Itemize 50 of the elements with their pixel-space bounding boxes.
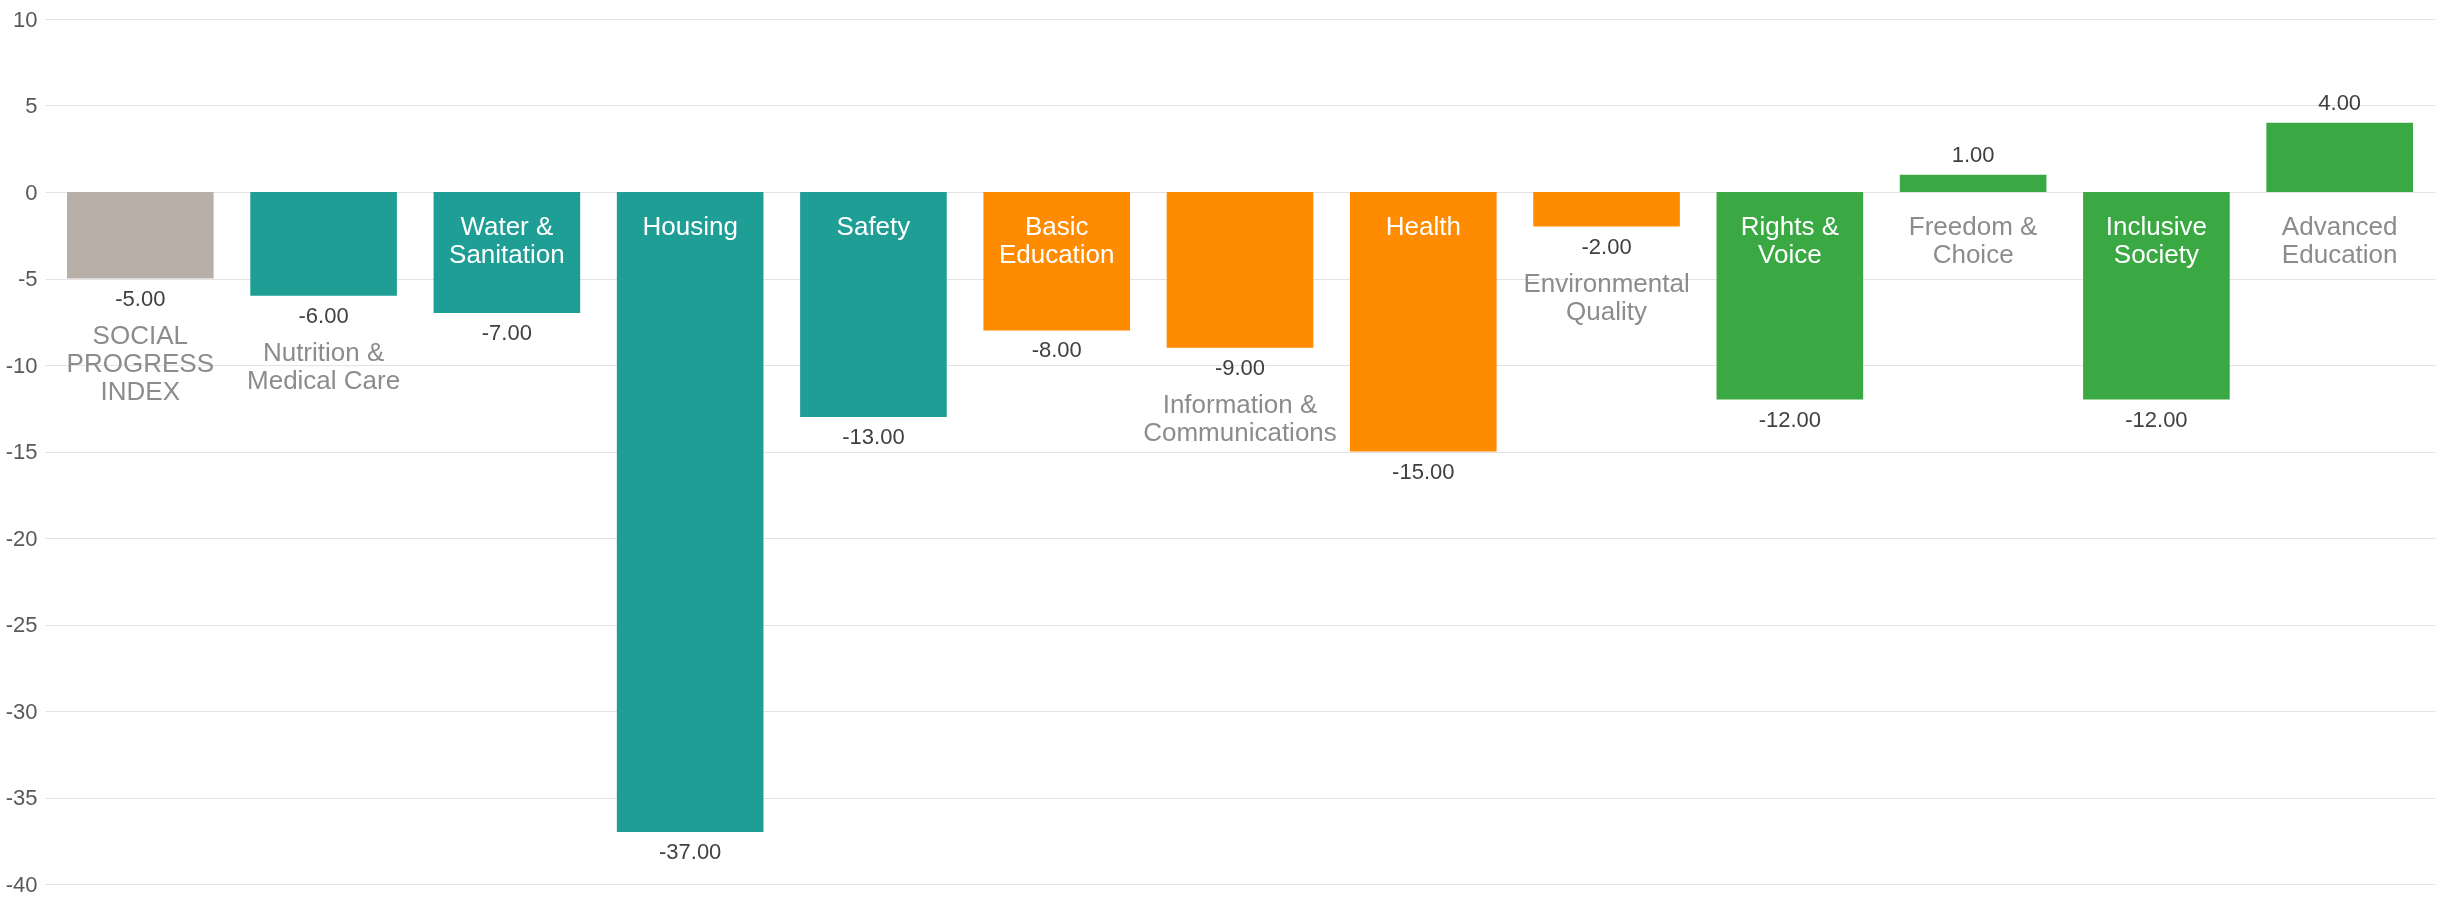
x-tick-label: Water & Sanitation xyxy=(449,211,565,269)
bar xyxy=(983,192,1131,331)
bar xyxy=(616,192,764,833)
x-tick-label: Health xyxy=(1385,211,1461,241)
x-tick-label: Safety xyxy=(836,211,911,241)
y-tick-label: -40 xyxy=(5,871,38,897)
bar xyxy=(1899,174,2047,192)
x-tick-label: Information & Communications xyxy=(1143,388,1337,447)
y-tick-label: -30 xyxy=(5,698,38,724)
y-tick-label: 10 xyxy=(13,6,38,32)
bar xyxy=(1349,192,1497,452)
y-tick-label: -35 xyxy=(5,785,38,810)
data-label: -15.00 xyxy=(1392,458,1455,484)
bar xyxy=(66,192,214,279)
x-tick-label: Inclusive Society xyxy=(2105,211,2207,269)
bar xyxy=(433,192,581,314)
data-label: -9.00 xyxy=(1214,354,1266,380)
data-label: -8.00 xyxy=(1031,337,1082,363)
data-label: -7.00 xyxy=(481,320,532,346)
data-label: -6.00 xyxy=(298,302,349,328)
y-tick-label: 5 xyxy=(25,93,38,118)
x-tick-label: SOCIAL PROGRESS INDEX xyxy=(66,319,214,406)
x-tick-label: Freedom & Choice xyxy=(1908,211,2038,269)
data-label: -2.00 xyxy=(1581,233,1632,259)
y-tick-label: -5 xyxy=(17,266,38,291)
x-tick-label: Environmental Quality xyxy=(1523,267,1690,326)
data-label: -5.00 xyxy=(115,285,166,311)
data-label: -12.00 xyxy=(1758,406,1822,432)
bar xyxy=(2266,122,2414,192)
data-label: -37.00 xyxy=(658,839,722,865)
bar xyxy=(250,192,397,296)
x-tick-label: Rights & Voice xyxy=(1740,211,1839,269)
bar xyxy=(2083,192,2230,400)
data-label: -13.00 xyxy=(842,423,905,449)
data-label: 1.00 xyxy=(1951,141,1995,167)
bar xyxy=(1533,192,1680,227)
bar xyxy=(1716,192,1864,400)
y-tick-label: -20 xyxy=(5,525,38,551)
x-tick-label: Basic Education xyxy=(998,211,1115,269)
x-tick-label: Advanced Education xyxy=(2281,211,2398,269)
y-tick-label: -10 xyxy=(5,352,38,378)
y-tick-label: -25 xyxy=(5,612,38,637)
x-tick-label: Housing xyxy=(642,211,738,241)
y-tick-label: -15 xyxy=(5,439,38,464)
x-tick-label: Nutrition & Medical Care xyxy=(247,336,401,395)
data-label: 4.00 xyxy=(2318,89,2362,115)
bar xyxy=(800,192,947,417)
y-tick-label: 0 xyxy=(25,179,38,205)
data-label: -12.00 xyxy=(2125,406,2188,432)
bar xyxy=(1166,192,1314,348)
